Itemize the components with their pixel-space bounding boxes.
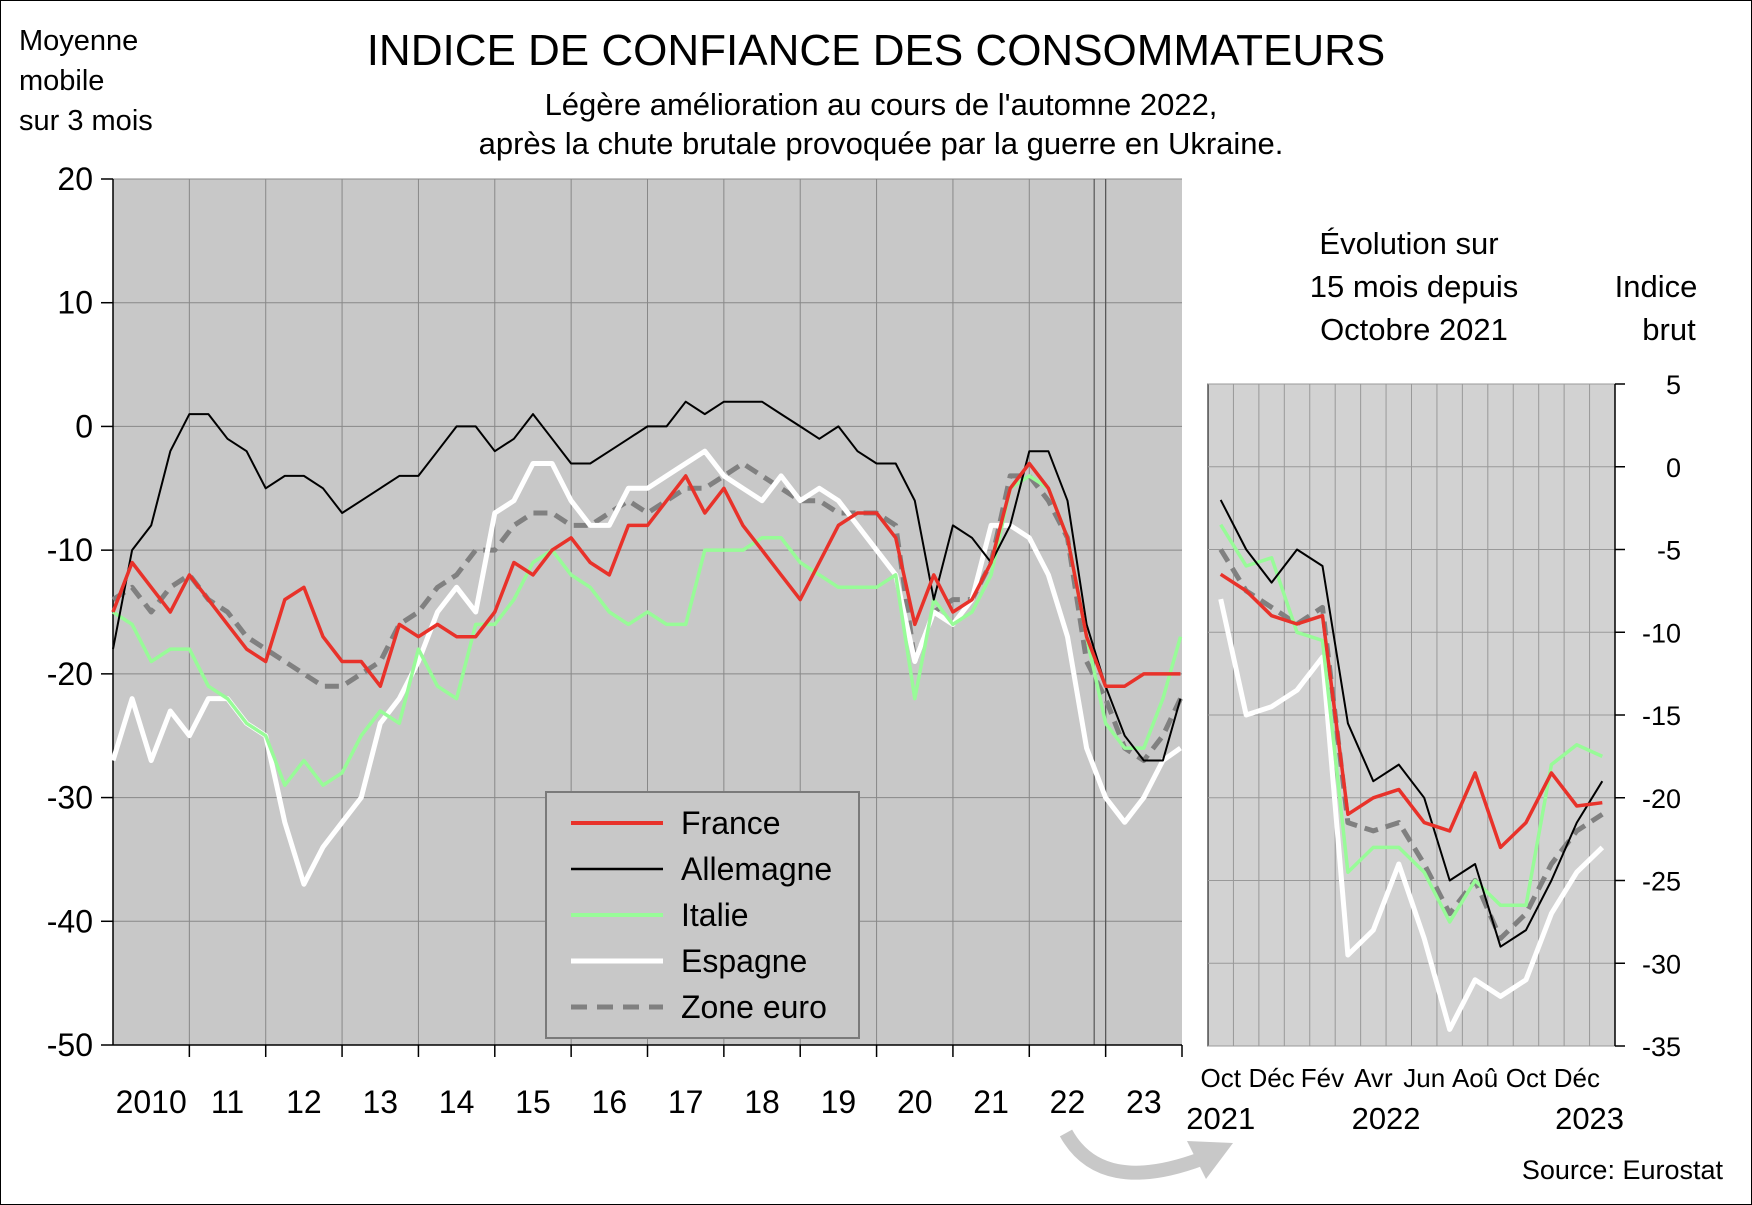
inset-x-tick-label: Oct [1200,1063,1241,1093]
main-x-tick-label: 19 [821,1084,857,1120]
inset-year-label: 2023 [1555,1101,1624,1136]
inset-x-tick-label: Oct [1506,1063,1547,1093]
left-label-1: Moyenne [19,25,138,57]
inset-y-tick-label: -25 [1642,867,1681,897]
main-x-tick-label: 2010 [116,1084,187,1120]
source-note: Source: Eurostat [1522,1155,1724,1185]
chart-subtitle-1: Légère amélioration au cours de l'automn… [545,87,1218,122]
main-x-tick-label: 12 [286,1084,322,1120]
legend-label-allemagne: Allemagne [681,851,832,887]
main-series-espagne [110,448,1182,887]
inset-series-zone-euro [1218,548,1604,941]
legend-label-italie: Italie [681,897,749,933]
main-y-tick-label: -50 [47,1027,93,1063]
main-y-tick-label: -30 [47,780,93,816]
main-y-tick-label: -10 [47,532,93,568]
inset-title-3: Octobre 2021 [1320,312,1508,347]
main-y-tick-label: -20 [47,656,93,692]
main-x-tick-label: 20 [897,1084,933,1120]
main-y-tick-label: 20 [57,161,93,197]
inset-title-2: 15 mois depuis [1310,269,1519,304]
inset-x-tick-label: Avr [1354,1063,1393,1093]
inset-y-tick-label: 0 [1666,453,1681,483]
left-label-3: sur 3 mois [19,105,153,137]
inset-x-tick-label: Fév [1301,1063,1344,1093]
inset-y-tick-label: -20 [1642,784,1681,814]
main-series-france [111,461,1181,688]
main-series-allemagne [112,400,1182,762]
inset-unit-1: Indice [1615,269,1698,304]
inset-year-label: 2022 [1352,1101,1421,1136]
main-x-tick-label: 14 [439,1084,475,1120]
inset-series-allemagne [1219,499,1604,948]
chart-title: INDICE DE CONFIANCE DES CONSOMMATEURS [367,26,1386,75]
inset-grid [1208,383,1615,1047]
inset-x-tick-label: Aoû [1452,1063,1498,1093]
inset-y-tick-label: -35 [1642,1032,1681,1062]
main-x-tick-label: 22 [1050,1084,1086,1120]
inset-x-tick-label: Déc [1554,1063,1600,1093]
main-y-tick-label: -40 [47,903,93,939]
legend-label-france: France [681,805,781,841]
inset-y-tick-label: -15 [1642,701,1681,731]
inset-y-tick-label: -30 [1642,949,1681,979]
main-x-tick-label: 23 [1126,1084,1162,1120]
inset-unit-2: brut [1642,312,1696,347]
inset-y-tick-label: -5 [1657,536,1681,566]
main-x-tick-label: 11 [211,1084,244,1120]
main-x-tick-label: 18 [744,1084,780,1120]
main-x-tick-label: 21 [973,1084,1009,1120]
inset-series-italie [1219,523,1604,924]
inset-x-tick-label: Déc [1248,1063,1294,1093]
legend-label-espagne: Espagne [681,943,807,979]
legend: France Allemagne Italie Espagne Zone eur… [545,791,860,1039]
inset-y-tick-label: -10 [1642,618,1681,648]
left-label-2: mobile [19,65,104,97]
main-series-zone-euro [111,461,1183,763]
inset-y-tick-label: 5 [1666,370,1681,400]
main-x-tick-label: 13 [362,1084,398,1120]
main-x-tick-label: 17 [668,1084,704,1120]
main-y-tick-label: 0 [75,408,93,444]
chart-subtitle-2: après la chute brutale provoquée par la … [479,126,1284,161]
main-series [110,400,1183,887]
inset-title-1: Évolution sur [1319,226,1498,261]
inset-series [1218,499,1605,1032]
legend-label-zone-euro: Zone euro [681,989,827,1025]
main-x-tick-label: 16 [592,1084,628,1120]
main-x-tick-label: 15 [515,1084,551,1120]
inset-series-espagne [1218,598,1605,1032]
inset-year-label: 2021 [1186,1101,1255,1136]
main-y-tick-label: 10 [57,285,93,321]
curved-arrow-icon [1059,1129,1233,1180]
inset-x-tick-label: Jun [1403,1063,1445,1093]
inset-series-france [1219,572,1603,850]
